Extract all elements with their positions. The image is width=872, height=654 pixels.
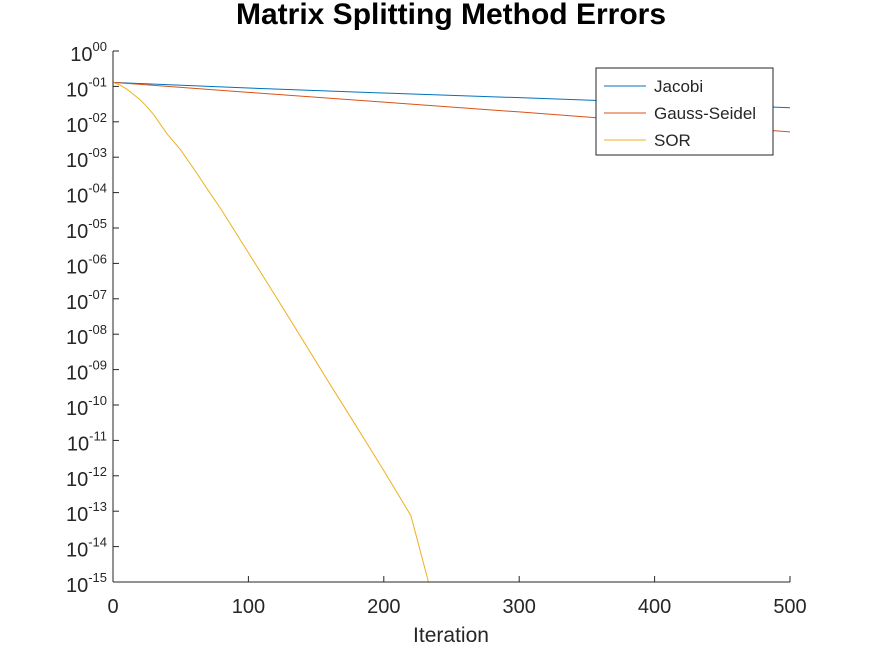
y-tick-exponent: -11 [89,428,107,443]
y-tick-label: 10-07 [66,287,107,314]
y-tick-base: 10 [67,433,89,455]
y-tick-exponent: -02 [88,110,107,125]
legend-label: SOR [654,131,691,150]
legend-label: Gauss-Seidel [654,104,756,123]
y-tick-exponent: -05 [88,216,107,231]
x-tick-label: 400 [638,596,671,618]
x-tick-label: 200 [367,596,400,618]
x-tick-label: 0 [107,596,118,618]
y-tick-label: 10-10 [66,393,107,420]
y-tick-exponent: 00 [93,39,107,54]
y-tick-base: 10 [66,575,88,597]
y-tick-label: 10-14 [66,535,107,562]
plot-series [113,81,790,582]
legend: Jacobi Gauss-Seidel SOR [595,67,774,156]
y-tick-base: 10 [66,504,88,526]
x-tick-label: 100 [232,596,265,618]
y-tick-exponent: -15 [88,570,107,585]
y-tick-exponent: -03 [88,145,107,160]
series-line-sor [113,81,429,582]
y-tick-label: 10-06 [66,251,107,278]
y-tick-label: 10-09 [66,358,107,385]
y-tick-base: 10 [70,44,92,66]
y-tick-base: 10 [66,540,88,562]
y-tick-base: 10 [66,292,88,314]
y-tick-exponent: -06 [88,251,107,266]
y-tick-exponent: -12 [88,464,107,479]
y-tick-exponent: -13 [88,499,107,514]
y-tick-exponent: -01 [88,74,107,89]
y-tick-exponent: -08 [88,322,107,337]
x-tick-label: 500 [773,596,806,618]
chart-title: Matrix Splitting Method Errors [236,0,666,31]
y-tick-base: 10 [66,469,88,491]
y-tick-base: 10 [66,150,88,172]
y-tick-base: 10 [66,363,88,385]
y-tick-label: 10-11 [67,428,107,455]
y-tick-exponent: -04 [88,181,107,196]
y-tick-base: 10 [66,398,88,420]
y-tick-label: 10-13 [66,499,107,526]
y-tick-label: 10-08 [66,322,107,349]
legend-label: Jacobi [654,77,703,96]
axes: 0 100 200 300 400 500100010-0110-0210-0310-04… [66,39,807,618]
y-tick-base: 10 [66,186,88,208]
y-tick-label: 10-12 [66,464,107,491]
y-tick-label: 10-02 [66,110,107,137]
y-tick-exponent: -09 [88,358,107,373]
y-tick-exponent: -14 [88,535,107,550]
y-tick-label: 10-01 [66,74,107,101]
x-axis-label: Iteration [413,624,489,647]
x-tick-label: 300 [503,596,536,618]
y-tick-base: 10 [66,256,88,278]
y-tick-base: 10 [66,79,88,101]
y-tick-label: 10-04 [66,181,107,208]
y-tick-label: 10-05 [66,216,107,243]
y-tick-exponent: -07 [88,287,107,302]
y-tick-exponent: -10 [88,393,107,408]
y-tick-base: 10 [66,115,88,137]
y-tick-base: 10 [66,221,88,243]
y-tick-label: 10-03 [66,145,107,172]
y-tick-label: 10-15 [66,570,107,597]
y-tick-label: 1000 [70,39,107,66]
y-tick-base: 10 [66,327,88,349]
